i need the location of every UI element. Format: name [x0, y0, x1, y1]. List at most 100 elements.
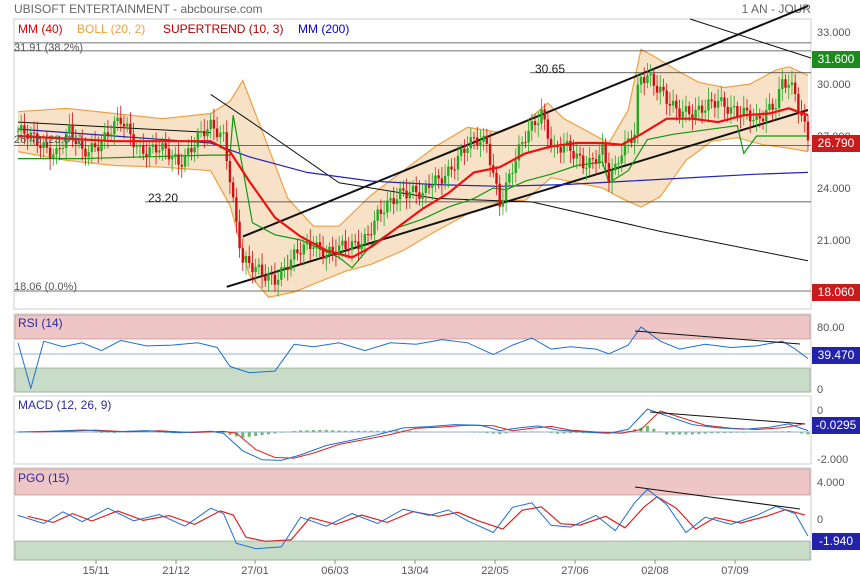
trendline — [210, 93, 809, 262]
high-badge-text: 31.600 — [818, 52, 855, 66]
macd-label: MACD (12, 26, 9) — [18, 398, 111, 412]
candle-body — [781, 79, 784, 89]
candle-body — [582, 155, 585, 169]
candle-body — [585, 167, 588, 169]
macd-histogram-bar — [222, 432, 226, 434]
candle-body — [742, 107, 745, 117]
candle-body — [707, 99, 710, 111]
candle-body — [16, 130, 20, 132]
candle-body — [476, 137, 479, 146]
macd-histogram-bar — [228, 432, 232, 435]
macd-value-text: -0.0295 — [816, 418, 857, 432]
candle-body — [472, 137, 476, 139]
candle-body — [20, 125, 23, 131]
macd-histogram-bar — [311, 430, 315, 433]
macd-histogram-bar — [652, 428, 656, 433]
chart-title: UBISOFT ENTERTAINMENT - abcbourse.com — [14, 2, 263, 16]
macd-histogram-bar — [234, 432, 238, 437]
candle-body — [180, 164, 183, 167]
candle-body — [251, 262, 254, 273]
candle-body — [546, 119, 550, 139]
macd-tick-0: 0 — [817, 405, 823, 417]
candle-body — [209, 119, 212, 130]
candle-body — [643, 77, 646, 84]
candle-body — [729, 107, 733, 114]
candle-body — [639, 77, 643, 85]
candle-body — [318, 242, 322, 248]
candle-body — [636, 84, 639, 135]
candle-body — [177, 154, 180, 165]
candle-body — [248, 256, 251, 263]
rsi-value-badge — [812, 347, 860, 364]
level-high-label: 30.65 — [535, 62, 565, 76]
bollinger-bands — [17, 48, 809, 298]
candle-body — [145, 153, 148, 157]
pgo-tick-4: 4.000 — [817, 477, 845, 489]
candle-body — [543, 109, 546, 120]
candle-body — [732, 106, 736, 108]
candle-body — [106, 132, 110, 137]
candle-body — [109, 134, 113, 137]
price-tick-label: 30.000 — [817, 79, 851, 91]
candle-body — [694, 109, 697, 119]
candle-body — [244, 256, 248, 263]
rsi-overbought-zone — [14, 314, 811, 340]
macd-histogram-bar — [690, 432, 694, 435]
candle-body — [325, 255, 328, 259]
rsi-path — [17, 326, 809, 391]
candle-body — [87, 152, 90, 157]
candle-body — [668, 103, 672, 106]
candle-body — [620, 155, 623, 164]
candle-body — [537, 123, 540, 126]
candle-body — [527, 130, 530, 143]
candle-body — [61, 147, 65, 149]
level-low-label: 23.20 — [148, 191, 178, 205]
date-tick-label: 22/05 — [481, 565, 509, 577]
candle-body — [777, 88, 781, 109]
candle-body — [382, 212, 386, 214]
candle-body — [45, 142, 49, 148]
price-panel-frame — [13, 18, 812, 310]
macd-histogram-bar — [556, 432, 560, 434]
candle-body — [578, 153, 582, 156]
candle-body — [161, 143, 164, 151]
candle-body — [687, 106, 691, 115]
candle-body — [511, 172, 514, 174]
candle-body — [704, 110, 707, 113]
candle-body — [129, 123, 132, 135]
candle-body — [135, 146, 139, 148]
candle-body — [562, 145, 566, 153]
candle-body — [466, 148, 469, 153]
candle-body — [219, 132, 222, 138]
mm40-path — [17, 107, 809, 259]
candle-body — [684, 106, 688, 112]
candle-body — [713, 101, 717, 108]
candle-body — [241, 248, 244, 263]
candle-body — [309, 240, 312, 249]
candle-body — [174, 154, 177, 158]
fib-top-label: 31.91 (38.2%) — [14, 42, 83, 54]
candle-body — [292, 249, 296, 260]
candle-body — [296, 249, 299, 254]
candle-body — [675, 100, 678, 109]
macd-signal-path — [30, 410, 802, 459]
candle-body — [520, 142, 524, 145]
low-badge — [812, 284, 860, 301]
candle-body — [601, 143, 604, 155]
pgo-path — [17, 488, 809, 550]
macd-histogram-bar — [318, 429, 322, 433]
candle-body — [765, 109, 768, 122]
macd-histogram-bar — [266, 432, 270, 435]
candle-body — [681, 111, 684, 118]
candle-body — [655, 85, 659, 93]
candle-body — [379, 209, 383, 214]
legend-mm40: MM (40) — [18, 22, 63, 36]
candle-body — [299, 253, 302, 255]
candle-body — [572, 151, 575, 159]
supertrend-line — [18, 115, 808, 269]
candle-body — [424, 184, 428, 193]
candle-body — [32, 132, 36, 134]
candle-body — [434, 175, 437, 186]
candle-body — [610, 170, 614, 183]
